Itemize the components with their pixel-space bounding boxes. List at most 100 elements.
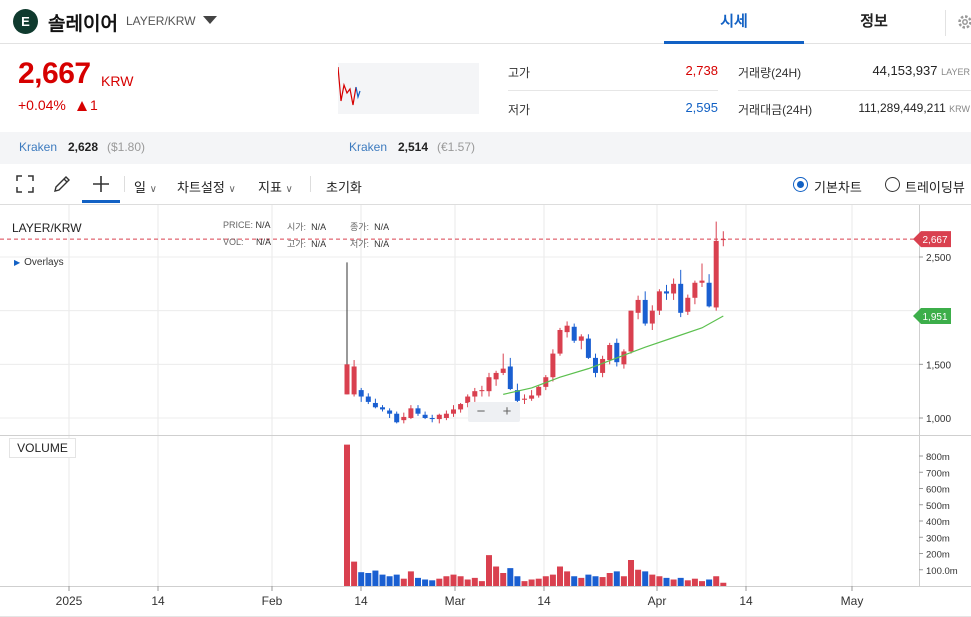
tab-info[interactable]: 정보	[804, 0, 944, 44]
overlays-toggle[interactable]: ▶ Overlays	[14, 257, 64, 268]
candle-body	[642, 299, 648, 324]
volume-bar	[464, 579, 471, 586]
volume-value: 44,153,937 LAYER	[872, 63, 970, 78]
volume-bar	[656, 576, 663, 586]
volume-tick-label: 800m	[926, 452, 950, 463]
candle-body	[550, 353, 556, 378]
volume-tick-label: 200m	[926, 550, 950, 561]
volume-bar	[443, 576, 450, 586]
moving-average-line	[503, 315, 724, 395]
price-chart[interactable]: 1,000 1,500 2,500 100.0m 200m 300m 400m 500m 600…	[0, 205, 971, 617]
volume-tick-label: 500m	[926, 501, 950, 512]
radio-basic-chart[interactable]	[793, 177, 808, 192]
amount-value: 111,289,449,211 KRW	[858, 101, 970, 115]
volume-bar	[642, 571, 649, 586]
volume-bar	[514, 576, 521, 586]
tab-info-label: 정보	[860, 13, 888, 30]
tab-price-label: 시세	[720, 13, 748, 30]
zoom-out-button[interactable]: −	[476, 403, 486, 420]
volume-bar	[457, 576, 464, 586]
candle-body	[529, 395, 535, 399]
volume-bar	[699, 581, 705, 586]
ohlc-open: 시가: N/A	[287, 222, 327, 232]
candle-body	[621, 351, 627, 365]
ma-price-tag-label: 1,951	[922, 312, 947, 323]
candle-body	[358, 390, 364, 397]
zoom-in-button[interactable]: +	[502, 403, 512, 420]
volume-bar	[599, 577, 606, 586]
fullscreen-icon[interactable]	[15, 174, 35, 194]
volume-bar	[613, 571, 620, 586]
settings-button[interactable]	[945, 10, 971, 36]
sparkline	[337, 63, 479, 114]
radio-basic-label: 기본차트	[814, 180, 862, 195]
coin-pair[interactable]: LAYER/KRW	[126, 14, 196, 28]
exchange-strip	[0, 132, 971, 164]
volume-bar	[528, 579, 535, 586]
candle-body	[493, 372, 499, 380]
candle-body	[472, 391, 478, 397]
volume-bar	[677, 577, 684, 586]
volume-bar	[478, 581, 485, 586]
current-price: 2,667	[18, 57, 91, 90]
candle-body	[408, 408, 414, 418]
candle-body	[713, 240, 719, 308]
x-tick-label: 14	[537, 594, 551, 608]
pencil-icon[interactable]	[52, 174, 72, 194]
exchange-name-eur[interactable]: Kraken	[349, 140, 388, 154]
ohlc-price: PRICE: N/A	[223, 220, 271, 230]
tab-price[interactable]: 시세	[664, 0, 804, 44]
volume-tick-label: 700m	[926, 468, 950, 479]
volume-bar	[649, 574, 656, 586]
volume-bar	[521, 581, 528, 586]
volume-bar	[351, 561, 358, 586]
chart-settings-menu[interactable]: 차트설정 ∨	[177, 180, 236, 195]
ohlc-high: 고가: N/A	[287, 239, 327, 249]
candle-body	[465, 396, 471, 403]
ohlc-vol: VOL: N/A	[223, 237, 272, 247]
volume-bar	[720, 582, 727, 586]
candle-body	[500, 368, 506, 373]
candle-body	[443, 413, 449, 418]
crosshair-icon[interactable]	[91, 174, 111, 194]
candle-body	[422, 414, 428, 418]
volume-bar	[486, 555, 492, 586]
volume-bar	[386, 576, 393, 586]
exchange-name-usd[interactable]: Kraken	[19, 140, 58, 154]
volume-label: VOLUME	[9, 438, 76, 458]
x-tick-label: Feb	[262, 594, 283, 608]
gear-icon	[958, 15, 971, 29]
x-tick-label: May	[841, 594, 864, 608]
chevron-down-icon[interactable]	[203, 16, 217, 24]
ma-price-tag	[913, 308, 951, 324]
candle-body	[458, 404, 464, 410]
volume-bar	[415, 577, 421, 586]
candle-body	[678, 283, 684, 313]
coin-name[interactable]: 솔레이어	[48, 14, 118, 35]
indicators-menu[interactable]: 지표 ∨	[258, 180, 293, 195]
candle-body	[387, 410, 393, 414]
current-price-tag-label: 2,667	[922, 235, 947, 246]
volume-bar	[620, 576, 627, 586]
volume-bar	[429, 580, 436, 586]
radio-tradingview[interactable]	[885, 177, 900, 192]
volume-bar	[365, 573, 372, 586]
change-rate: +0.04%	[18, 97, 66, 113]
candle-body	[692, 282, 698, 298]
candle-body	[685, 297, 691, 312]
ohlc-close: 종가: N/A	[350, 222, 390, 232]
candle-body	[706, 282, 712, 307]
candle-body	[571, 326, 577, 341]
volume-tick-label: 300m	[926, 533, 950, 544]
volume-bar	[564, 571, 571, 586]
period-select[interactable]: 일 ∨	[134, 180, 157, 195]
candle-body	[479, 390, 485, 392]
candle-body	[585, 338, 591, 358]
volume-bar	[549, 574, 556, 586]
x-tick-label: 14	[739, 594, 753, 608]
reset-button[interactable]: 초기화	[326, 180, 362, 195]
volume-bar	[635, 569, 642, 586]
candle-body	[351, 366, 357, 395]
candle-body	[607, 345, 613, 361]
volume-bar	[684, 580, 691, 586]
